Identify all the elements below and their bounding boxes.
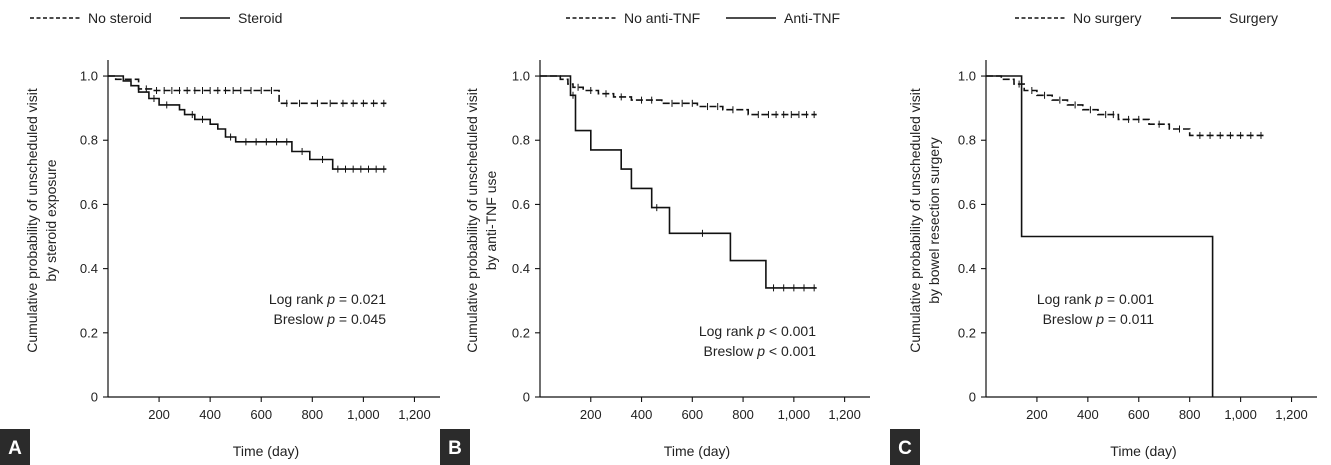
series-line-2: [540, 75, 817, 289]
y-axis-title-line-1: Cumulative probability of unscheduled vi…: [907, 88, 923, 353]
legend: No anti-TNF Anti-TNF: [566, 10, 840, 26]
panel-a: No steroid Steroid 0 0.2 0.4 0.6 0.8 1.0 200 400 6…: [0, 10, 440, 465]
legend: No steroid Steroid: [30, 10, 282, 26]
annotation-text: Breslow: [1043, 311, 1097, 327]
x-axis-title: Time (day): [1110, 443, 1176, 459]
y-tick-label: 0.8: [512, 133, 530, 148]
annotation-text: Breslow: [274, 311, 328, 327]
x-tick-label: 1,200: [1275, 407, 1308, 422]
y-tick-label: 0.2: [512, 325, 530, 340]
x-tick-label: 800: [1179, 407, 1201, 422]
annotation-value: = 0.021: [335, 291, 386, 307]
panel-letter: B: [448, 438, 462, 459]
y-tick-label: 0.2: [80, 325, 98, 340]
y-tick-label: 0: [91, 390, 98, 405]
annotation-p: p: [756, 323, 765, 339]
legend-label-2: Surgery: [1229, 10, 1278, 26]
annotation-value: = 0.045: [335, 311, 386, 327]
y-tick-label: 0.4: [958, 261, 976, 276]
x-tick-label: 600: [681, 407, 703, 422]
annotation-text: Log rank: [269, 291, 327, 307]
y-tick-label: 1.0: [958, 69, 976, 84]
x-tick-label: 600: [250, 407, 272, 422]
series-line-1: [540, 75, 817, 116]
x-tick-label: 400: [1077, 407, 1099, 422]
panel-letter: C: [898, 438, 912, 459]
series-line-1: [986, 75, 1264, 137]
x-axis-title: Time (day): [233, 443, 299, 459]
annotation-p: p: [756, 343, 765, 359]
annotation-text: Log rank: [1037, 291, 1095, 307]
annotation-line-2: Breslow p < 0.001: [704, 343, 817, 359]
y-tick-label: 0.2: [958, 325, 976, 340]
annotation-line-2: Breslow p = 0.011: [1043, 311, 1155, 327]
x-tick-label: 1,000: [778, 407, 811, 422]
y-tick-label: 1.0: [512, 69, 530, 84]
annotation-line-1: Log rank p = 0.001: [1037, 291, 1154, 307]
series-line-2: [108, 75, 387, 170]
annotation-p: p: [326, 291, 335, 307]
annotation-text: Breslow: [704, 343, 758, 359]
panel-letter-box: [0, 429, 30, 465]
legend-label-2: Anti-TNF: [784, 10, 840, 26]
x-tick-label: 600: [1128, 407, 1150, 422]
legend-label-1: No anti-TNF: [624, 10, 700, 26]
y-tick-label: 0.6: [80, 197, 98, 212]
y-tick-label: 0: [523, 390, 530, 405]
x-tick-label: 800: [732, 407, 754, 422]
y-axis-title-line-2: by steroid exposure: [43, 159, 59, 281]
y-axis-title-line-2: by bowel resection surgery: [926, 137, 942, 304]
x-tick-label: 200: [580, 407, 602, 422]
annotation-p: p: [1095, 311, 1104, 327]
x-tick-label: 400: [631, 407, 653, 422]
panel-c: No surgery Surgery 0 0.2 0.4 0.6 0.8 1.0 200 400 6…: [890, 10, 1317, 465]
panel-letter-box: [890, 429, 920, 465]
x-tick-label: 1,200: [398, 407, 431, 422]
annotation-line-1: Log rank p = 0.021: [269, 291, 386, 307]
annotation-line-1: Log rank p < 0.001: [699, 323, 816, 339]
x-tick-label: 200: [148, 407, 170, 422]
x-tick-label: 800: [301, 407, 323, 422]
annotation-value: < 0.001: [765, 323, 816, 339]
annotation-value: < 0.001: [765, 343, 816, 359]
series-line-2: [986, 75, 1214, 397]
y-tick-label: 1.0: [80, 69, 98, 84]
annotation-text: Log rank: [699, 323, 757, 339]
y-tick-label: 0.8: [80, 133, 98, 148]
y-axis-title-line-1: Cumulative probability of unscheduled vi…: [24, 88, 40, 353]
series-line-1: [108, 75, 387, 105]
panel-letter-box: [440, 429, 470, 465]
y-axis-title-line-1: Cumulative probability of unscheduled vi…: [464, 88, 480, 353]
panel-letter: A: [8, 438, 22, 459]
annotation-p: p: [1094, 291, 1103, 307]
x-axis-title: Time (day): [664, 443, 730, 459]
annotation-p: p: [326, 311, 335, 327]
y-tick-label: 0.6: [512, 197, 530, 212]
annotation-value: = 0.001: [1103, 291, 1154, 307]
x-tick-label: 1,000: [347, 407, 380, 422]
x-tick-label: 1,000: [1224, 407, 1257, 422]
y-tick-label: 0.4: [80, 261, 98, 276]
panel-b: No anti-TNF Anti-TNF 0 0.2 0.4 0.6 0.8 1.0 200 40…: [440, 10, 870, 465]
x-tick-label: 400: [199, 407, 221, 422]
legend-label-1: No surgery: [1073, 10, 1141, 26]
legend-label-1: No steroid: [88, 10, 152, 26]
annotation-line-2: Breslow p = 0.045: [274, 311, 387, 327]
annotation-value: = 0.011: [1104, 311, 1154, 327]
y-axis-title-line-2: by anti-TNF use: [483, 170, 499, 270]
y-tick-label: 0.8: [958, 133, 976, 148]
y-tick-label: 0.6: [958, 197, 976, 212]
x-tick-label: 200: [1026, 407, 1048, 422]
y-tick-label: 0: [969, 390, 976, 405]
y-tick-label: 0.4: [512, 261, 530, 276]
legend-label-2: Steroid: [238, 10, 282, 26]
x-tick-label: 1,200: [828, 407, 861, 422]
legend: No surgery Surgery: [1015, 10, 1278, 26]
